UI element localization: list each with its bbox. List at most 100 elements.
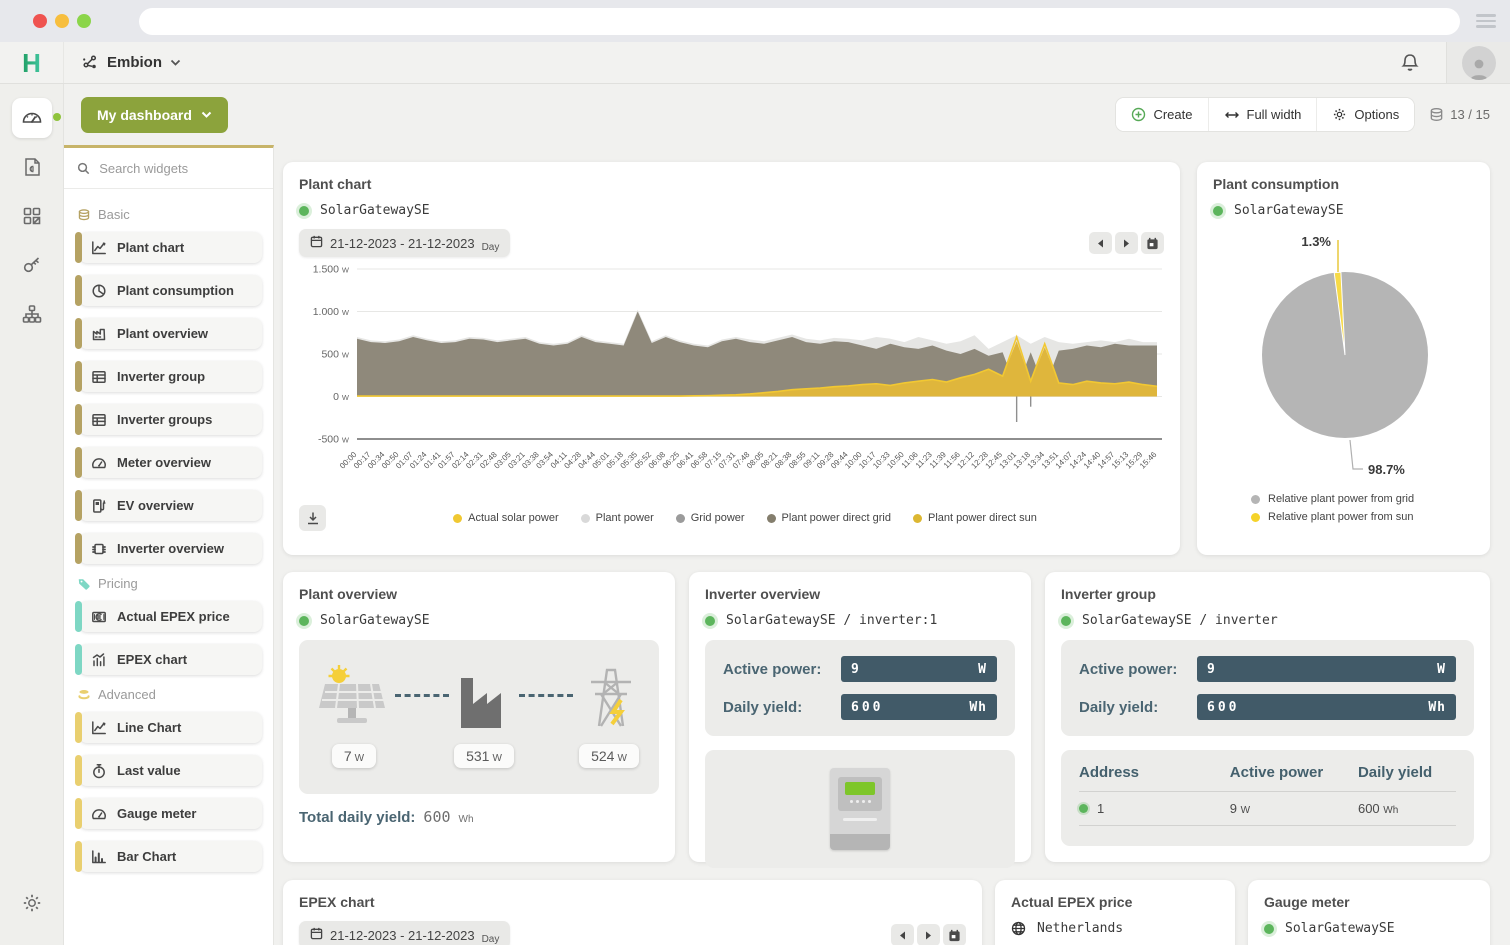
ev-charger-icon xyxy=(91,498,107,514)
download-chart-button[interactable] xyxy=(299,505,326,531)
status-dot xyxy=(299,205,309,216)
legend-item-actual-solar-power[interactable]: Actual solar power xyxy=(453,512,559,524)
create-button[interactable]: Create xyxy=(1116,98,1208,131)
widget-title: Actual EPEX price xyxy=(1011,894,1133,910)
widget-item-bar-chart[interactable]: Bar Chart xyxy=(75,841,262,872)
widget-item-inverter-group[interactable]: Inverter group xyxy=(75,361,262,392)
plant-node: 531 W xyxy=(453,664,515,768)
grid-icon xyxy=(23,207,40,225)
rail-item-hierarchy[interactable] xyxy=(12,294,52,334)
widget-item-gauge-meter[interactable]: Gauge meter xyxy=(75,798,262,829)
widget-item-label: Inverter groups xyxy=(117,412,213,427)
address-bar[interactable] xyxy=(139,7,1460,35)
widget-item-plant-consumption[interactable]: Plant consumption xyxy=(75,275,262,306)
search-input[interactable] xyxy=(99,160,260,176)
item-accent xyxy=(75,318,82,349)
date-range-picker[interactable]: 21-12-2023 - 21-12-2023 Day xyxy=(299,229,511,257)
total-yield-value: 600 xyxy=(423,808,451,826)
jump-to-today-button[interactable] xyxy=(1141,232,1164,254)
stat-value: 600 xyxy=(851,699,884,715)
legend-item-plant-power[interactable]: Plant power xyxy=(580,512,654,524)
factory-icon xyxy=(461,678,501,728)
consumption-pie-chart[interactable]: 1.3% 98.7% xyxy=(1213,218,1474,486)
widget-item-line-chart[interactable]: Line Chart xyxy=(75,712,262,743)
section-header-basic: Basic xyxy=(77,207,260,222)
minimize-window-button[interactable] xyxy=(55,14,69,28)
prev-period-button[interactable] xyxy=(891,924,914,945)
status-dot xyxy=(1079,804,1088,813)
widget-item-last-value[interactable]: Last value xyxy=(75,755,262,786)
rail-item-dashboards[interactable] xyxy=(11,98,61,138)
widget-item-epex-chart[interactable]: EPEX chart xyxy=(75,644,262,675)
item-accent xyxy=(75,712,82,743)
app-logo[interactable]: H xyxy=(0,42,64,83)
cell-active-power-unit: W xyxy=(1240,805,1251,816)
full-width-button[interactable]: Full width xyxy=(1207,98,1317,131)
legend-item-plant-power-direct-sun[interactable]: Plant power direct sun xyxy=(913,512,1037,524)
inverter-table: Address Active power Daily yield 1 xyxy=(1061,750,1474,846)
inverter-image-panel xyxy=(705,750,1015,868)
jump-to-today-button[interactable] xyxy=(943,924,966,945)
table-row[interactable]: 1 9 W 600 Wh xyxy=(1079,791,1456,826)
total-yield-label: Total daily yield: xyxy=(299,809,416,826)
section-header-advanced: Advanced xyxy=(77,687,260,702)
flow-connector xyxy=(519,694,573,697)
widget-item-label: Plant chart xyxy=(117,240,185,255)
legend-item-grid[interactable]: Relative plant power from grid xyxy=(1251,493,1414,505)
widget-item-inverter-groups[interactable]: Inverter groups xyxy=(75,404,262,435)
maximize-window-button[interactable] xyxy=(77,14,91,28)
date-range-picker[interactable]: 21-12-2023 - 21-12-2023 Day xyxy=(299,921,511,945)
legend-dot xyxy=(766,513,776,523)
widget-item-inverter-overview[interactable]: Inverter overview xyxy=(75,533,262,564)
nav-rail xyxy=(0,84,64,945)
stat-value: 9 xyxy=(1207,661,1218,677)
node-unit: W xyxy=(354,753,365,764)
rail-item-access[interactable] xyxy=(12,245,52,285)
cell-daily-yield: 600 xyxy=(1357,801,1380,816)
widget-title: Inverter group xyxy=(1061,586,1156,602)
arrow-right-icon xyxy=(926,931,931,939)
widget-item-ev-overview[interactable]: EV overview xyxy=(75,490,262,521)
widget-title: EPEX chart xyxy=(299,894,375,910)
rail-item-billing[interactable] xyxy=(12,147,52,187)
pie-slice-sun[interactable] xyxy=(1333,271,1346,356)
source-name: SolarGatewaySE / inverter:1 xyxy=(726,613,938,628)
rail-item-settings[interactable] xyxy=(12,883,52,923)
legend-item-sun[interactable]: Relative plant power from sun xyxy=(1251,511,1414,523)
status-dot xyxy=(705,615,715,626)
rail-item-widgets[interactable] xyxy=(12,196,52,236)
browser-menu-icon[interactable] xyxy=(1476,14,1496,28)
stat-value-box: 9 W xyxy=(1197,656,1456,682)
widget-gauge-meter: Gauge meter SolarGatewaySE xyxy=(1248,880,1490,945)
next-period-button[interactable] xyxy=(917,924,940,945)
stat-label: Active power: xyxy=(723,660,822,678)
legend-item-grid-power[interactable]: Grid power xyxy=(675,512,745,524)
widget-item-meter-overview[interactable]: Meter overview xyxy=(75,447,262,478)
org-switcher[interactable]: Embion xyxy=(64,42,199,83)
col-header-daily-yield: Daily yield xyxy=(1357,764,1433,781)
user-menu[interactable] xyxy=(1446,42,1510,83)
prev-period-button[interactable] xyxy=(1089,232,1112,254)
banknote-euro-icon xyxy=(91,609,107,625)
stat-value: 9 xyxy=(851,661,862,677)
widget-item-plant-chart[interactable]: Plant chart xyxy=(75,232,262,263)
widget-item-actual-epex-price[interactable]: Actual EPEX price xyxy=(75,601,262,632)
item-accent xyxy=(75,798,82,829)
widget-item-plant-overview[interactable]: Plant overview xyxy=(75,318,262,349)
energy-flow-panel: 7 W 531 xyxy=(299,640,659,794)
browser-chrome xyxy=(0,0,1510,42)
notifications-button[interactable] xyxy=(1374,42,1446,83)
status-dot xyxy=(1264,923,1274,934)
widget-title: Plant chart xyxy=(299,176,372,192)
grid-node: 524 W xyxy=(577,664,641,768)
dashboard-selector-button[interactable]: My dashboard xyxy=(81,96,228,133)
invoice-icon xyxy=(24,158,40,176)
options-button[interactable]: Options xyxy=(1316,98,1415,131)
next-period-button[interactable] xyxy=(1115,232,1138,254)
close-window-button[interactable] xyxy=(33,14,47,28)
active-dot xyxy=(52,113,61,121)
legend-item-plant-power-direct-grid[interactable]: Plant power direct grid xyxy=(766,512,891,524)
item-accent xyxy=(75,275,82,306)
download-icon xyxy=(307,512,318,525)
